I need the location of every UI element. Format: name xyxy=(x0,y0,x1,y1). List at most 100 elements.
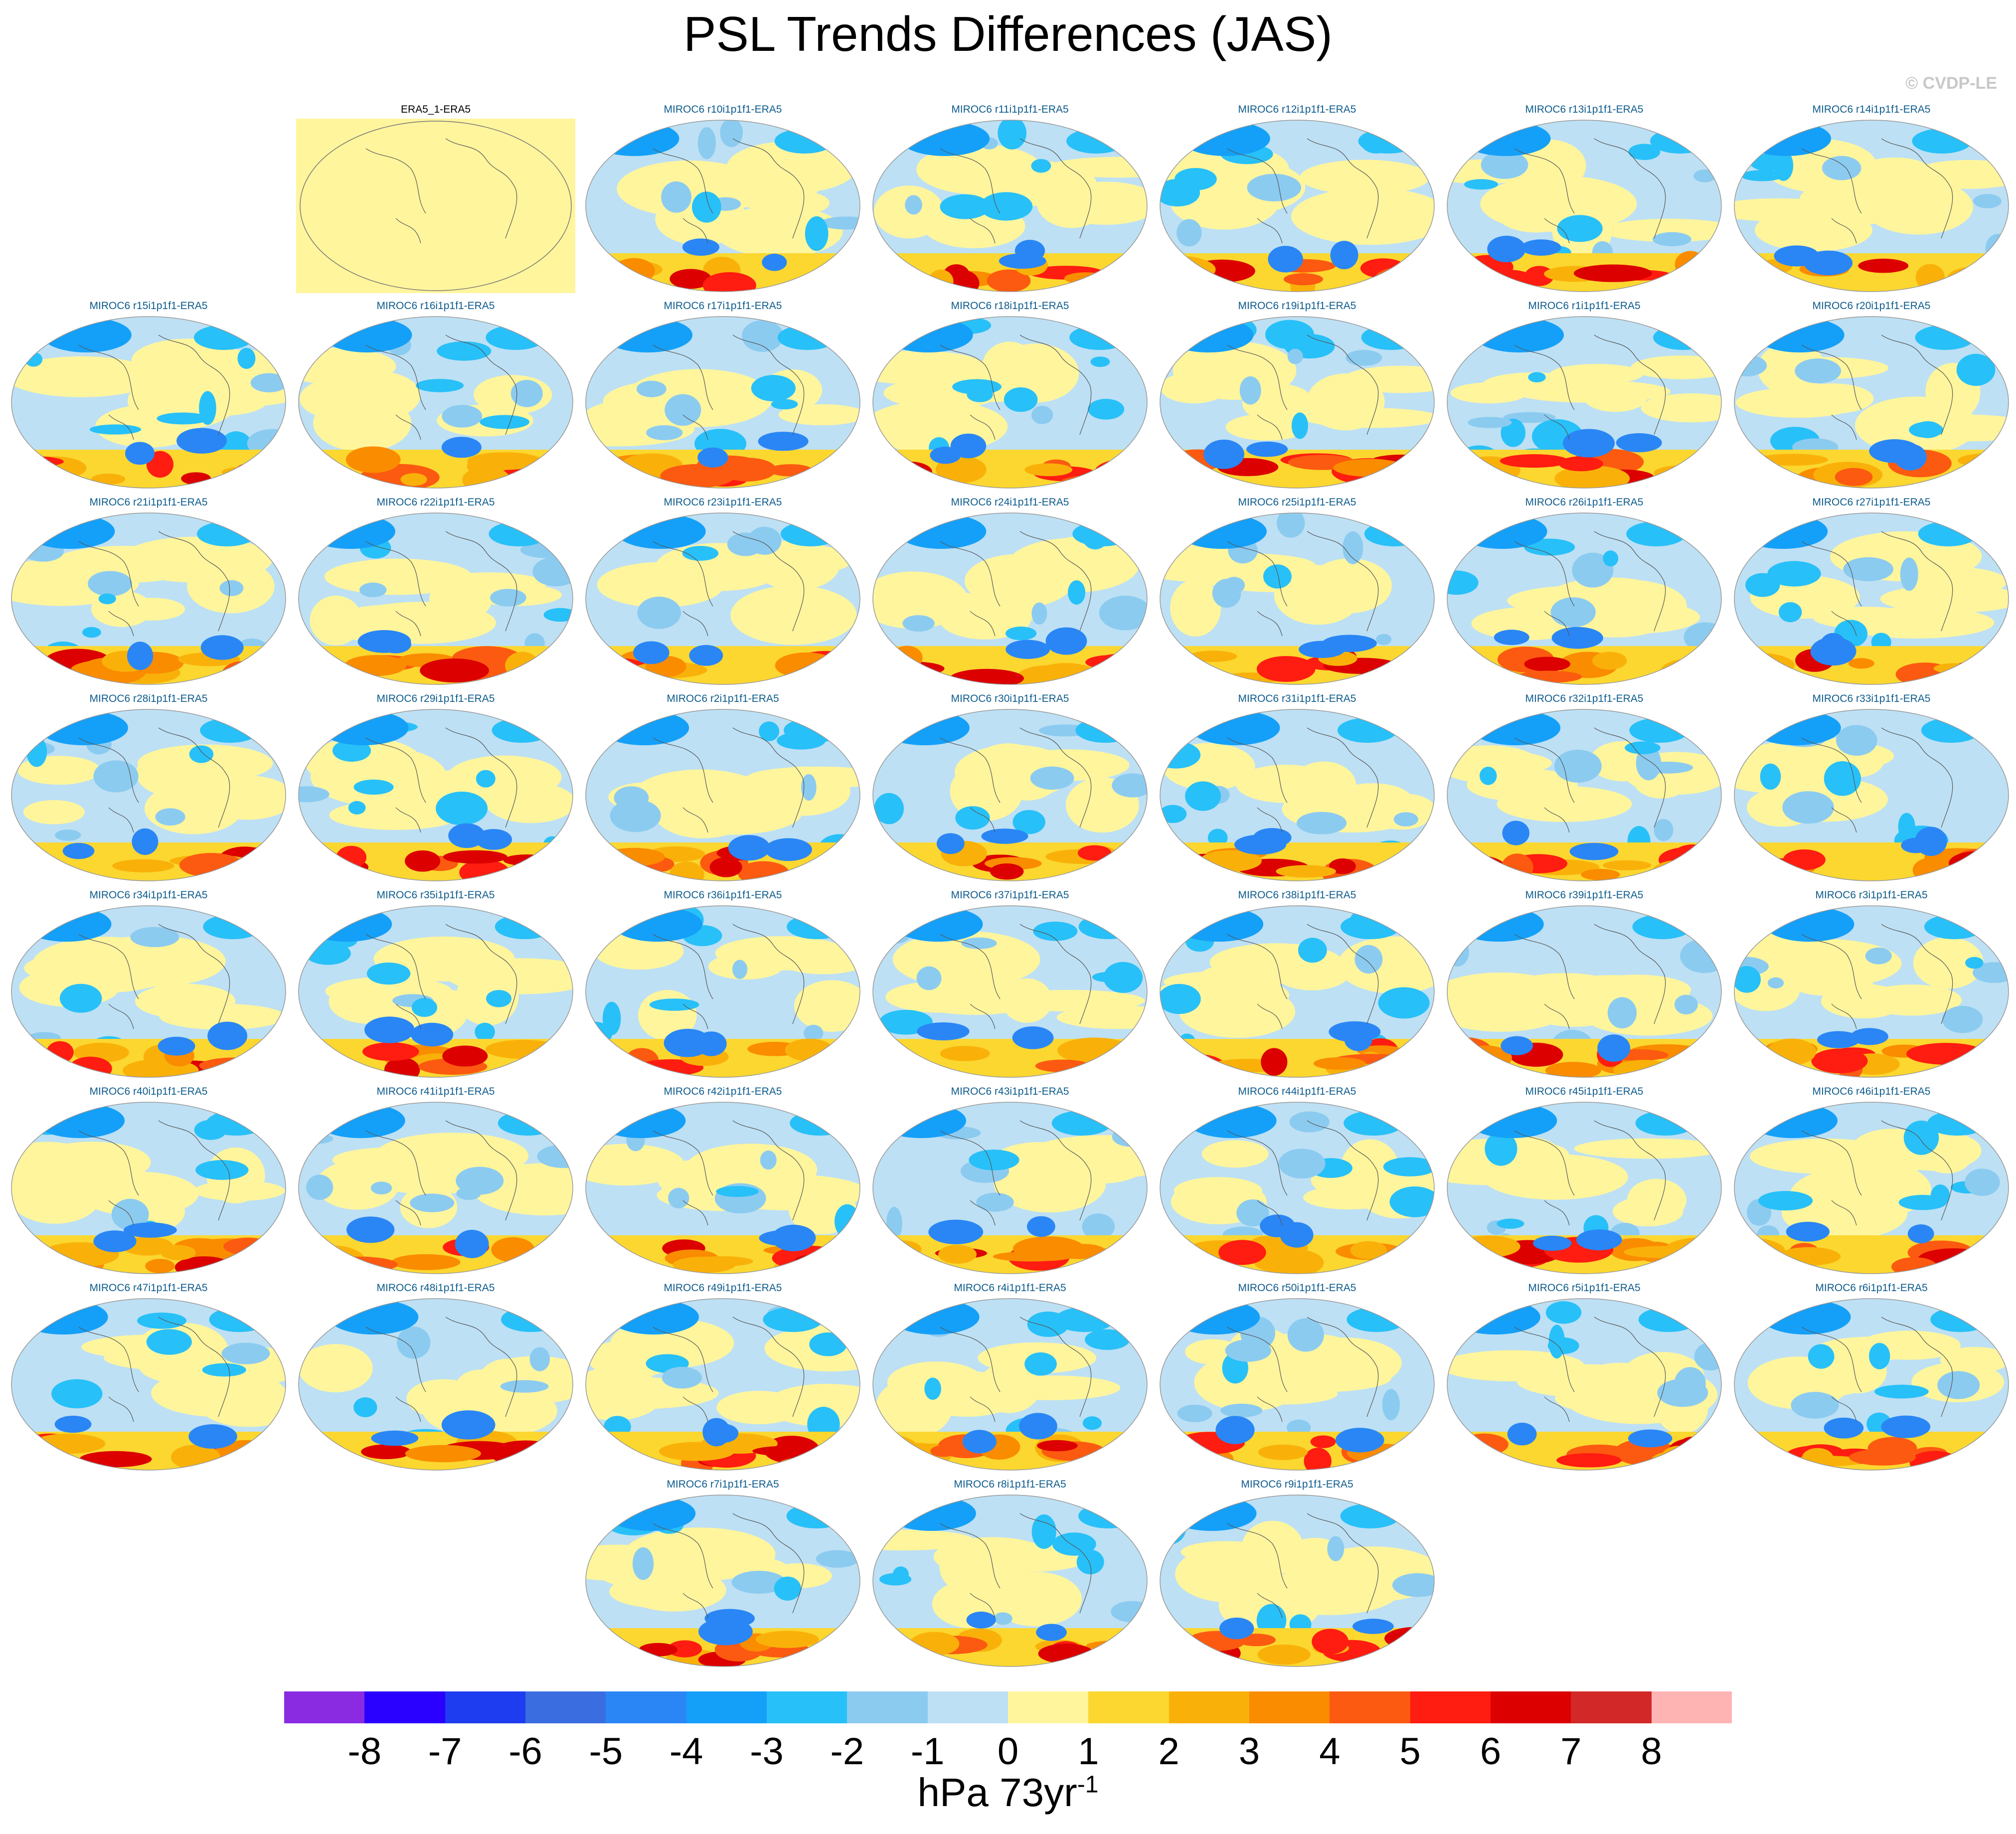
panel-label: MIROC6 r31i1p1f1-ERA5 xyxy=(1238,693,1356,704)
panel-label: MIROC6 r6i1p1f1-ERA5 xyxy=(1815,1282,1928,1294)
panel-label: MIROC6 r19i1p1f1-ERA5 xyxy=(1238,300,1356,312)
panel-label: MIROC6 r33i1p1f1-ERA5 xyxy=(1812,693,1931,704)
ensemble-member-panel: MIROC6 r7i1p1f1-ERA5 xyxy=(583,1479,862,1668)
watermark: © CVDP-LE xyxy=(1905,74,1997,93)
panel-label: MIROC6 r30i1p1f1-ERA5 xyxy=(951,693,1069,704)
ensemble-member-panel: MIROC6 r29i1p1f1-ERA5 xyxy=(296,693,575,882)
panel-label: MIROC6 r1i1p1f1-ERA5 xyxy=(1528,300,1641,312)
colorbar-cell xyxy=(1651,1691,1732,1723)
panel-label: MIROC6 r16i1p1f1-ERA5 xyxy=(376,300,495,312)
colorbar-cell xyxy=(1571,1691,1652,1723)
panel-label: MIROC6 r45i1p1f1-ERA5 xyxy=(1525,1086,1644,1097)
map-plot xyxy=(1160,512,1435,685)
ensemble-member-panel: MIROC6 r4i1p1f1-ERA5 xyxy=(870,1282,1150,1472)
map-plot xyxy=(872,512,1148,685)
map-plot xyxy=(298,905,573,1078)
panel-label: MIROC6 r26i1p1f1-ERA5 xyxy=(1525,497,1644,508)
ensemble-member-panel: MIROC6 r31i1p1f1-ERA5 xyxy=(1158,693,1437,882)
panel-label: MIROC6 r50i1p1f1-ERA5 xyxy=(1238,1282,1356,1294)
ensemble-member-panel: MIROC6 r48i1p1f1-ERA5 xyxy=(296,1282,575,1472)
map-plot xyxy=(298,1298,573,1471)
units-exponent: -1 xyxy=(1077,1771,1099,1798)
ensemble-member-panel: MIROC6 r2i1p1f1-ERA5 xyxy=(583,693,862,882)
ensemble-member-panel: MIROC6 r44i1p1f1-ERA5 xyxy=(1158,1086,1437,1275)
map-plot xyxy=(1160,1495,1435,1667)
ensemble-member-panel: MIROC6 r27i1p1f1-ERA5 xyxy=(1732,497,2011,686)
panel-label: MIROC6 r35i1p1f1-ERA5 xyxy=(376,889,495,901)
ensemble-member-panel: MIROC6 r43i1p1f1-ERA5 xyxy=(870,1086,1150,1275)
ensemble-member-panel: MIROC6 r26i1p1f1-ERA5 xyxy=(1445,497,1724,686)
map-plot xyxy=(1160,1298,1435,1471)
map-plot xyxy=(1447,1298,1722,1471)
panel-label: MIROC6 r34i1p1f1-ERA5 xyxy=(89,889,208,901)
colorbar-tick-label: 7 xyxy=(1560,1730,1582,1773)
colorbar-cell xyxy=(766,1691,847,1723)
panel-label: MIROC6 r32i1p1f1-ERA5 xyxy=(1525,693,1644,704)
colorbar-cell xyxy=(1490,1691,1571,1723)
colorbar-tick-label: -3 xyxy=(750,1730,784,1773)
map-plot xyxy=(872,316,1148,489)
ensemble-member-panel: MIROC6 r9i1p1f1-ERA5 xyxy=(1158,1479,1437,1668)
colorbar-tick-label: -2 xyxy=(830,1730,864,1773)
colorbar-cell xyxy=(927,1691,1008,1723)
panel-label: MIROC6 r14i1p1f1-ERA5 xyxy=(1812,104,1931,115)
panel-label: MIROC6 r42i1p1f1-ERA5 xyxy=(664,1086,782,1097)
panel-label: MIROC6 r41i1p1f1-ERA5 xyxy=(376,1086,495,1097)
ensemble-member-panel: MIROC6 r12i1p1f1-ERA5 xyxy=(1158,104,1437,293)
panel-label: MIROC6 r15i1p1f1-ERA5 xyxy=(89,300,208,312)
map-plot xyxy=(872,1495,1148,1667)
map-plot xyxy=(585,709,860,881)
ensemble-member-panel: MIROC6 r14i1p1f1-ERA5 xyxy=(1732,104,2011,293)
map-plot xyxy=(1160,709,1435,881)
map-plot xyxy=(1160,316,1435,489)
colorbar-tick-label: -5 xyxy=(589,1730,623,1773)
colorbar-tick-label: 2 xyxy=(1158,1730,1179,1773)
ensemble-member-panel: MIROC6 r40i1p1f1-ERA5 xyxy=(9,1086,288,1275)
map-plot xyxy=(11,1102,286,1274)
panel-label: MIROC6 r5i1p1f1-ERA5 xyxy=(1528,1282,1641,1294)
ensemble-member-panel: MIROC6 r45i1p1f1-ERA5 xyxy=(1445,1086,1724,1275)
panel-label: MIROC6 r8i1p1f1-ERA5 xyxy=(954,1479,1066,1490)
ensemble-member-panel: MIROC6 r5i1p1f1-ERA5 xyxy=(1445,1282,1724,1472)
panel-label: MIROC6 r20i1p1f1-ERA5 xyxy=(1812,300,1931,312)
colorbar xyxy=(284,1691,1732,1723)
ensemble-member-panel: MIROC6 r28i1p1f1-ERA5 xyxy=(9,693,288,882)
panel-label: MIROC6 r22i1p1f1-ERA5 xyxy=(376,497,495,508)
figure-title: PSL Trends Differences (JAS) xyxy=(683,6,1333,61)
ensemble-member-panel: MIROC6 r24i1p1f1-ERA5 xyxy=(870,497,1150,686)
ensemble-member-panel: MIROC6 r25i1p1f1-ERA5 xyxy=(1158,497,1437,686)
map-plot xyxy=(1734,709,2009,881)
map-plot xyxy=(1447,120,1722,292)
map-plot xyxy=(1160,120,1435,292)
colorbar-cell xyxy=(847,1691,928,1723)
panel-label: MIROC6 r38i1p1f1-ERA5 xyxy=(1238,889,1356,901)
colorbar-cell xyxy=(1088,1691,1169,1723)
colorbar-tick-label: 0 xyxy=(997,1730,1019,1773)
panel-label: MIROC6 r10i1p1f1-ERA5 xyxy=(664,104,782,115)
map-plot xyxy=(11,512,286,685)
colorbar-tick-label: -1 xyxy=(910,1730,945,1773)
ensemble-member-panel: MIROC6 r8i1p1f1-ERA5 xyxy=(870,1479,1150,1668)
ensemble-member-panel: MIROC6 r32i1p1f1-ERA5 xyxy=(1445,693,1724,882)
map-plot xyxy=(585,1495,860,1667)
ensemble-member-panel: MIROC6 r20i1p1f1-ERA5 xyxy=(1732,300,2011,490)
colorbar-tick-label: 4 xyxy=(1319,1730,1341,1773)
map-plot xyxy=(1734,120,2009,292)
map-plot xyxy=(1160,1102,1435,1274)
map-plot xyxy=(11,1298,286,1471)
panel-label: MIROC6 r12i1p1f1-ERA5 xyxy=(1238,104,1356,115)
map-plot xyxy=(1734,316,2009,489)
panel-label: MIROC6 r37i1p1f1-ERA5 xyxy=(951,889,1069,901)
colorbar-cell xyxy=(1008,1691,1089,1723)
map-plot xyxy=(585,1102,860,1274)
map-plot xyxy=(298,316,573,489)
panel-label: MIROC6 r39i1p1f1-ERA5 xyxy=(1525,889,1644,901)
panel-label: MIROC6 r36i1p1f1-ERA5 xyxy=(664,889,782,901)
panel-label: ERA5_1-ERA5 xyxy=(400,104,471,115)
panel-label: MIROC6 r4i1p1f1-ERA5 xyxy=(954,1282,1066,1294)
map-plot xyxy=(872,1102,1148,1274)
panel-label: MIROC6 r29i1p1f1-ERA5 xyxy=(376,693,495,704)
map-plot xyxy=(298,709,573,881)
panel-label: MIROC6 r47i1p1f1-ERA5 xyxy=(89,1282,208,1294)
colorbar-cell xyxy=(445,1691,525,1723)
